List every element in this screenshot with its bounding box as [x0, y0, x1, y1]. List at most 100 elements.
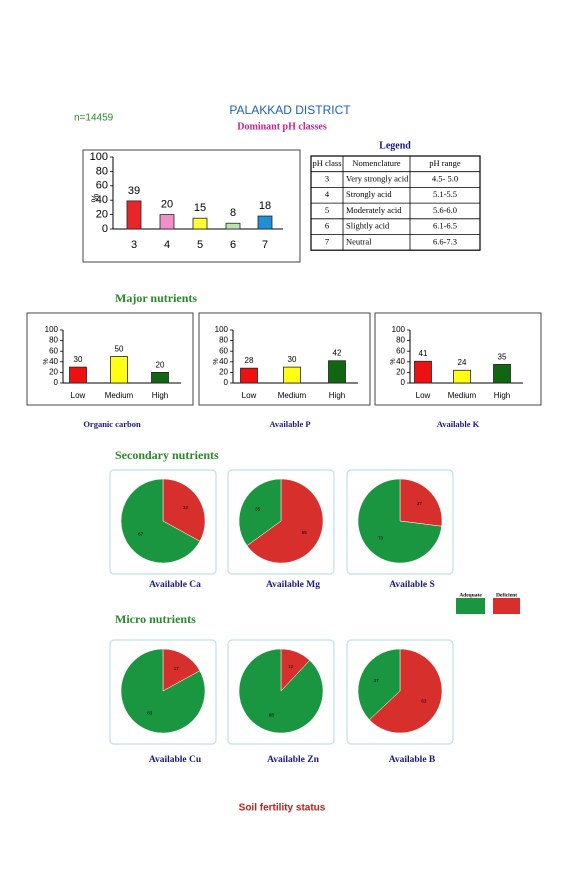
legend-swatch — [493, 598, 520, 614]
data-label: 17 — [174, 666, 180, 671]
chart-frame — [109, 469, 217, 575]
data-label: 20 — [161, 199, 173, 211]
x-tick-label: High — [494, 391, 510, 400]
table-header: Nomenclature — [352, 158, 400, 168]
data-label: 8 — [230, 207, 236, 219]
y-tick-label: 40 — [49, 357, 58, 366]
legend-swatch — [456, 598, 485, 614]
y-tick-label: 100 — [215, 325, 229, 334]
x-tick-label: High — [329, 391, 345, 400]
data-label: 50 — [115, 344, 124, 353]
data-label: 20 — [156, 360, 165, 369]
bar — [151, 371, 169, 384]
bar — [328, 360, 346, 384]
x-tick-label: Low — [242, 391, 257, 400]
table-cell: 4 — [325, 189, 330, 199]
y-axis-label: % — [43, 358, 50, 364]
x-tick-label: 3 — [131, 239, 137, 251]
data-label: 65 — [302, 530, 308, 535]
table-cell: 6.1-6.5 — [433, 221, 457, 231]
bar — [240, 367, 258, 384]
x-tick-label: Medium — [278, 391, 307, 400]
y-tick-label: 0 — [54, 378, 59, 387]
chart-title: Available K — [437, 419, 480, 429]
table-cell: 6.6-7.3 — [433, 236, 457, 246]
bar — [414, 360, 432, 384]
pie-slice — [238, 648, 324, 734]
legend-label: Deficient — [496, 592, 517, 598]
data-label: 41 — [419, 349, 428, 358]
pie-slice — [162, 648, 201, 692]
chart-frame — [109, 639, 217, 745]
data-label: 12 — [288, 664, 294, 669]
chart-title: Available Zn — [267, 755, 320, 765]
data-label: 30 — [288, 355, 297, 364]
bar — [69, 366, 87, 384]
y-axis-label: % — [390, 358, 397, 364]
bar — [493, 364, 511, 384]
y-tick-label: 40 — [96, 194, 108, 206]
pie-slice — [162, 478, 206, 542]
pie-slice — [369, 648, 443, 734]
x-tick-label: Medium — [448, 391, 477, 400]
data-label: 27 — [417, 501, 423, 506]
y-tick-label: 80 — [219, 336, 228, 345]
bar — [126, 200, 142, 230]
bar — [110, 356, 128, 384]
chart-frame — [227, 469, 335, 575]
data-label: 37 — [374, 678, 380, 683]
y-tick-label: 60 — [96, 180, 108, 192]
y-axis-label: % — [213, 358, 220, 364]
table-header: pH range — [429, 158, 461, 168]
section-title: Major nutrients — [115, 291, 197, 305]
data-label: 18 — [259, 200, 271, 212]
bar — [257, 215, 273, 230]
table-cell: 3 — [325, 174, 329, 184]
chart-title: Available B — [389, 755, 436, 765]
footer: Soil fertility status — [239, 803, 326, 814]
chart-title: Available Ca — [149, 580, 201, 590]
table-cell: Neutral — [346, 236, 372, 246]
data-label: 35 — [498, 352, 507, 361]
y-tick-label: 60 — [49, 346, 58, 355]
data-label: 67 — [138, 531, 144, 536]
table-cell: 5 — [325, 205, 329, 215]
pie-slice — [357, 648, 401, 721]
y-tick-label: 20 — [49, 368, 58, 377]
pie-slice — [357, 478, 442, 564]
table-cell: 5.1-5.5 — [433, 189, 457, 199]
table-cell: Moderately acid — [346, 205, 402, 215]
pie-slice — [120, 648, 206, 734]
section-title: Secondary nutrients — [115, 448, 219, 462]
y-tick-label: 40 — [396, 357, 405, 366]
district-title: PALAKKAD DISTRICT — [229, 103, 351, 117]
y-tick-label: 100 — [45, 325, 59, 334]
y-tick-label: 100 — [392, 325, 406, 334]
y-tick-label: 80 — [49, 336, 58, 345]
data-label: 15 — [194, 202, 206, 214]
x-tick-label: High — [152, 391, 168, 400]
pie-slice — [120, 478, 201, 564]
y-tick-label: 20 — [219, 368, 228, 377]
y-tick-label: 0 — [102, 223, 108, 235]
data-label: 30 — [74, 355, 83, 364]
legend-title: Legend — [379, 140, 411, 151]
data-label: 83 — [147, 711, 153, 716]
chart-title: Organic carbon — [83, 419, 141, 429]
bar — [283, 366, 301, 384]
x-tick-label: Low — [71, 391, 86, 400]
data-label: 39 — [128, 185, 140, 197]
y-tick-label: 60 — [219, 346, 228, 355]
legend-label: Adequate — [459, 592, 482, 598]
y-tick-label: 60 — [396, 346, 405, 355]
section-title: Micro nutrients — [115, 612, 196, 626]
y-tick-label: 20 — [396, 368, 405, 377]
x-tick-label: 7 — [262, 239, 268, 251]
x-tick-label: 5 — [197, 239, 203, 251]
pie-slice — [238, 478, 282, 547]
x-tick-label: 4 — [164, 239, 170, 251]
chart-frame — [26, 312, 194, 406]
pie-slice — [399, 478, 443, 527]
